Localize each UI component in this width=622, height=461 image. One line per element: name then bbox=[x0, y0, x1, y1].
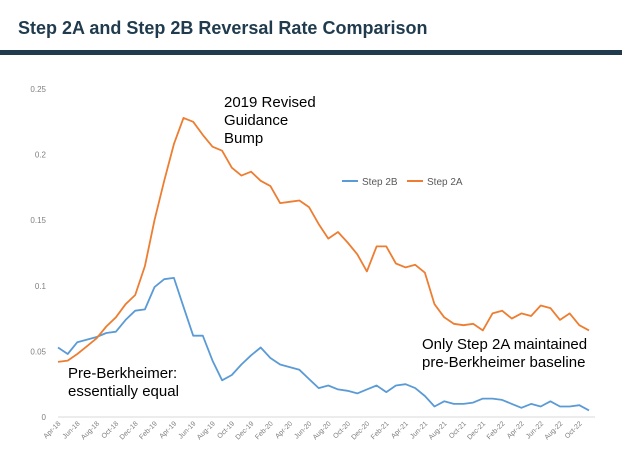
y-tick-label: 0.1 bbox=[35, 282, 47, 291]
x-tick-label: Feb-21 bbox=[370, 420, 391, 441]
y-tick-label: 0.05 bbox=[30, 347, 46, 356]
page-title: Step 2A and Step 2B Reversal Rate Compar… bbox=[18, 18, 428, 38]
annotation-pre-berkheimer: Pre-Berkheimer: essentially equal bbox=[68, 365, 179, 400]
x-tick-label: Jun-21 bbox=[409, 420, 429, 440]
y-tick-label: 0.2 bbox=[35, 151, 47, 160]
x-tick-label: Apr-22 bbox=[506, 420, 526, 440]
annotation-guidance-bump: 2019 Revised Guidance Bump bbox=[224, 94, 316, 147]
x-tick-label: Aug-20 bbox=[312, 420, 333, 441]
series-line-step-2b bbox=[57, 276, 590, 412]
x-tick-label: Dec-18 bbox=[119, 420, 140, 441]
series-lines bbox=[57, 117, 590, 412]
x-tick-label: Aug-19 bbox=[196, 420, 217, 441]
annotation-baseline: Only Step 2A maintained pre-Berkheimer b… bbox=[422, 336, 588, 371]
legend-label: Step 2B bbox=[362, 177, 398, 188]
x-tick-label: Apr-20 bbox=[274, 420, 294, 440]
x-tick-label: Dec-20 bbox=[350, 420, 371, 441]
y-tick-label: 0 bbox=[42, 413, 47, 422]
x-tick-label: Apr-18 bbox=[43, 420, 63, 440]
x-tick-label: Feb-22 bbox=[486, 420, 507, 441]
x-tick-label: Apr-21 bbox=[390, 420, 410, 440]
x-tick-label: Jun-18 bbox=[62, 420, 82, 440]
x-tick-label: Aug-18 bbox=[80, 420, 101, 441]
x-tick-label: Jun-20 bbox=[293, 420, 313, 440]
legend-label: Step 2A bbox=[427, 177, 463, 188]
x-tick-label: Jun-22 bbox=[525, 420, 545, 440]
x-tick-label: Dec-21 bbox=[466, 420, 487, 441]
y-axis-ticks: 0 0.05 0.1 0.15 0.2 0.25 bbox=[30, 85, 46, 422]
x-tick-label: Aug-22 bbox=[544, 420, 565, 441]
x-tick-label: Oct-18 bbox=[101, 420, 121, 440]
x-tick-label: Apr-19 bbox=[158, 420, 178, 440]
y-tick-label: 0.15 bbox=[30, 216, 46, 225]
x-tick-label: Dec-19 bbox=[235, 420, 256, 441]
x-tick-label: Aug-21 bbox=[428, 420, 449, 441]
x-tick-label: Oct-19 bbox=[216, 420, 236, 440]
x-tick-label: Oct-21 bbox=[448, 420, 468, 440]
title-divider bbox=[0, 50, 622, 55]
x-tick-label: Feb-19 bbox=[138, 420, 159, 441]
x-tick-label: Jun-19 bbox=[177, 420, 197, 440]
x-tick-label: Feb-20 bbox=[254, 420, 275, 441]
x-tick-label: Oct-20 bbox=[332, 420, 352, 440]
series-line-step-2a bbox=[57, 117, 590, 363]
y-tick-label: 0.25 bbox=[30, 85, 46, 94]
legend: Step 2B Step 2A bbox=[342, 177, 463, 188]
x-tick-label: Oct-22 bbox=[564, 420, 584, 440]
